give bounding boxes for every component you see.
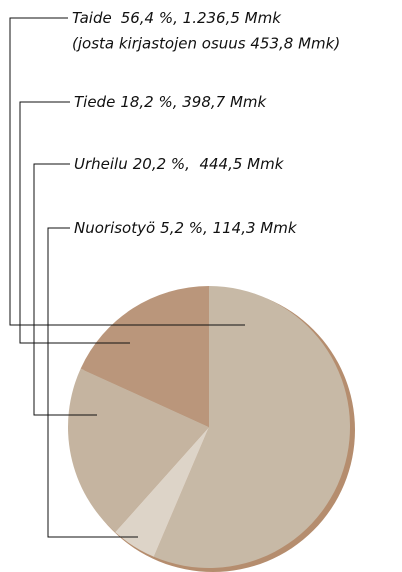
leader-line: [47, 227, 138, 538]
note: (josta kirjastojen osuus 453,8 Mmk): [72, 35, 340, 53]
category: Urheilu: [74, 155, 128, 173]
label: Tiede 18,2 %, 398,7 Mmk: [74, 93, 268, 111]
pie-slice: [153, 286, 350, 568]
leader-line: [9, 17, 245, 326]
pie-slice: [80, 286, 210, 427]
value-label: 56,4 %, 1.236,5 Mmk: [121, 9, 283, 27]
label: Urheilu 20,2 %, 444,5 Mmk: [74, 155, 285, 173]
category: Nuorisotyö: [74, 219, 155, 237]
category: Taide: [72, 9, 112, 27]
value-label: 18,2 %, 398,7 Mmk: [120, 93, 267, 111]
value-label: 20,2 %, 444,5 Mmk: [133, 155, 285, 173]
pie-slice: [67, 368, 209, 533]
category: Tiede: [74, 93, 115, 111]
leader-line: [19, 101, 130, 344]
value-label: 5,2 %, 114,3 Mmk: [160, 219, 298, 237]
slices: [67, 286, 350, 568]
leader-line: [33, 163, 97, 416]
pie-slice: [115, 427, 209, 557]
label: Nuorisotyö 5,2 %, 114,3 Mmk: [74, 219, 298, 237]
label: Taide 56,4 %, 1.236,5 Mmk: [72, 9, 282, 27]
